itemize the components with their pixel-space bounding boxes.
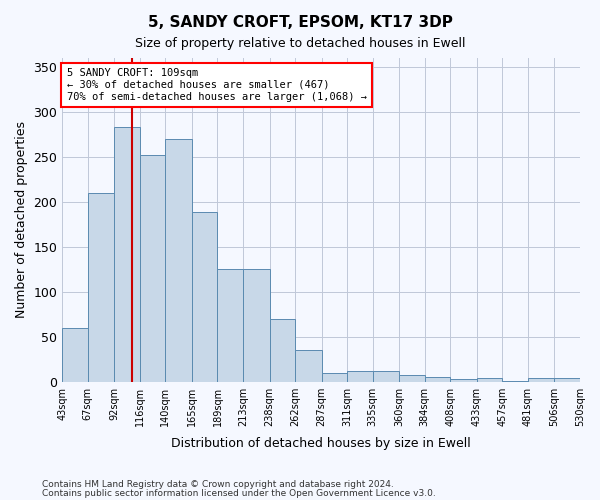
Bar xyxy=(269,318,295,382)
Bar xyxy=(140,154,166,382)
Bar xyxy=(243,269,269,382)
Bar xyxy=(502,381,528,382)
Text: 5, SANDY CROFT, EPSOM, KT17 3DP: 5, SANDY CROFT, EPSOM, KT17 3DP xyxy=(148,15,452,30)
Bar xyxy=(477,378,502,382)
Bar xyxy=(62,328,88,382)
Bar xyxy=(373,371,399,382)
Text: 5 SANDY CROFT: 109sqm
← 30% of detached houses are smaller (467)
70% of semi-det: 5 SANDY CROFT: 109sqm ← 30% of detached … xyxy=(67,68,367,102)
Bar xyxy=(399,376,425,382)
Y-axis label: Number of detached properties: Number of detached properties xyxy=(15,121,28,318)
Bar xyxy=(217,269,243,382)
Bar xyxy=(322,372,347,382)
Bar xyxy=(554,378,580,382)
Text: Contains public sector information licensed under the Open Government Licence v3: Contains public sector information licen… xyxy=(42,488,436,498)
Bar xyxy=(192,212,217,382)
Bar xyxy=(115,127,140,382)
X-axis label: Distribution of detached houses by size in Ewell: Distribution of detached houses by size … xyxy=(171,437,471,450)
Bar xyxy=(88,192,115,382)
Text: Size of property relative to detached houses in Ewell: Size of property relative to detached ho… xyxy=(135,38,465,51)
Bar xyxy=(295,350,322,382)
Text: Contains HM Land Registry data © Crown copyright and database right 2024.: Contains HM Land Registry data © Crown c… xyxy=(42,480,394,489)
Bar xyxy=(166,138,192,382)
Bar xyxy=(451,379,477,382)
Bar xyxy=(528,378,554,382)
Bar xyxy=(425,377,451,382)
Bar xyxy=(347,371,373,382)
